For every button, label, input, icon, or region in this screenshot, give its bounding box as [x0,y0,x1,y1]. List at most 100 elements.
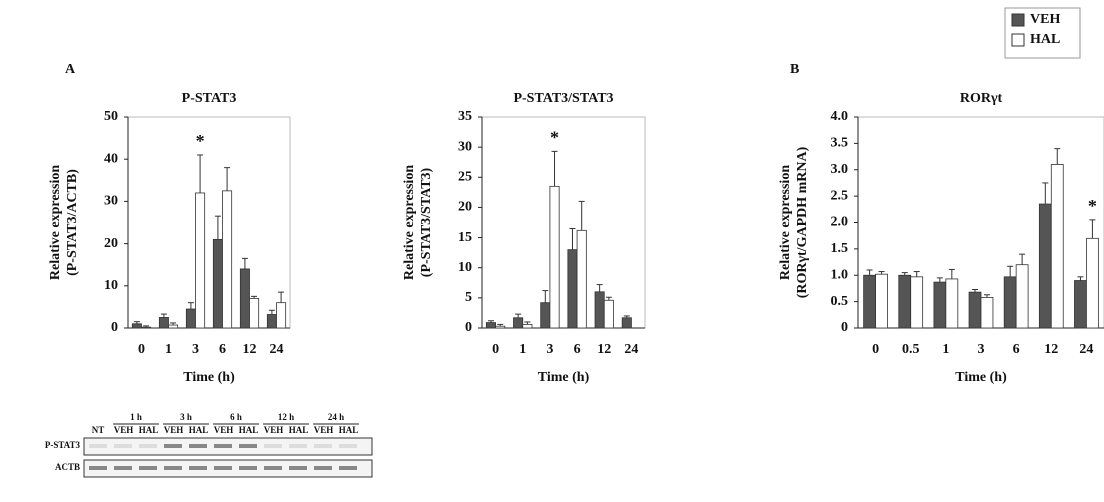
bar [577,230,586,328]
y-tick-label: 2.0 [831,215,849,230]
y-tick-label: 0 [841,320,848,335]
blot-band [289,466,307,470]
blot-lane-label: HAL [139,425,159,435]
y-tick-label: 15 [458,230,472,245]
error-bar [937,278,943,282]
blot-lane-label: VEH [314,425,334,435]
y-tick-label: 25 [458,170,472,185]
error-bar [161,314,167,317]
x-axis-label: Time (h) [538,370,590,385]
bar [969,292,981,328]
blot-band [139,444,157,448]
panel-label: A [65,62,76,77]
blot-lane-label: NT [92,425,105,435]
bar [1004,277,1016,328]
bar [186,309,195,328]
blot-group-label: 3 h [180,412,192,422]
legend-label: VEH [1030,12,1060,27]
chart-title: RORγt [960,91,1003,106]
blot-lane-label: HAL [189,425,209,435]
blot-lane-label: HAL [289,425,309,435]
x-tick-label: 24 [270,342,284,357]
bar [240,269,249,328]
error-bar [197,155,203,193]
legend-swatch [1012,14,1024,26]
error-bar [242,258,248,269]
legend-label: HAL [1030,32,1060,47]
x-tick-label: 12 [1044,342,1058,357]
y-tick-label: 30 [458,139,472,154]
blot-lane-label: VEH [164,425,184,435]
error-bar [867,270,873,275]
figure: A B P-STAT3Relative expression(P-STAT3/A… [0,0,1104,502]
annotation: * [550,127,559,147]
blot-lane-label: VEH [114,425,134,435]
blot-lane-label: VEH [264,425,284,435]
blot-group-label: 24 h [328,412,344,422]
y-tick-label: 1.0 [831,267,849,282]
blot-band [289,444,307,448]
blot-band [114,466,132,470]
bar [1016,265,1028,328]
x-tick-label: 0.5 [902,342,920,357]
error-bar [224,168,230,191]
error-bar [269,310,275,314]
error-bar [542,291,548,303]
blot-band [339,444,357,448]
y-tick-label: 30 [104,194,118,209]
x-tick-label: 6 [219,342,226,357]
plot-frame [128,117,290,328]
bar [213,239,222,328]
y-tick-label: 40 [104,151,118,166]
bar [568,250,577,328]
bar [169,325,178,328]
bar [981,297,993,328]
blot-band [214,444,232,448]
blot-band [89,444,107,448]
y-tick-label: 10 [458,260,472,275]
y-axis-label: (P-STAT3/ACTB) [65,169,80,276]
x-tick-label: 6 [574,342,581,357]
x-tick-label: 3 [192,342,199,357]
bar [267,314,276,328]
y-axis-label: Relative expression [48,165,63,280]
blot-row-label: ACTB [55,462,80,472]
x-tick-label: 0 [872,342,879,357]
x-tick-label: 1 [942,342,949,357]
bar [142,327,151,328]
blot-band [214,466,232,470]
blot-band [314,444,332,448]
bar [1039,204,1051,328]
bar [864,275,876,328]
x-axis-label: Time (h) [183,370,235,385]
x-tick-label: 12 [597,342,611,357]
blot-band [189,466,207,470]
bar [132,324,141,328]
bar [934,282,946,328]
y-axis-label: (P-STAT3/STAT3) [419,167,434,277]
error-bar [1007,266,1013,277]
error-bar [278,292,284,303]
bar [523,324,532,328]
y-tick-label: 1.5 [831,241,849,256]
y-tick-label: 3.0 [831,162,849,177]
error-bar [515,314,521,318]
blot-band [89,466,107,470]
error-bar [1019,254,1025,265]
bar [1051,164,1063,328]
bar [622,318,631,328]
bar [604,300,613,328]
blot-band [264,444,282,448]
y-tick-label: 20 [104,236,118,251]
bar [899,275,911,328]
y-axis-label: Relative expression [778,165,793,280]
y-tick-label: 35 [458,109,472,124]
x-tick-label: 3 [546,342,553,357]
error-bar [1077,277,1083,281]
error-bar [215,216,221,239]
annotation: * [196,131,205,151]
chart-title: P-STAT3/STAT3 [513,91,613,106]
y-tick-label: 4.0 [831,109,849,124]
bar [1086,238,1098,328]
y-tick-label: 3.5 [831,136,849,151]
